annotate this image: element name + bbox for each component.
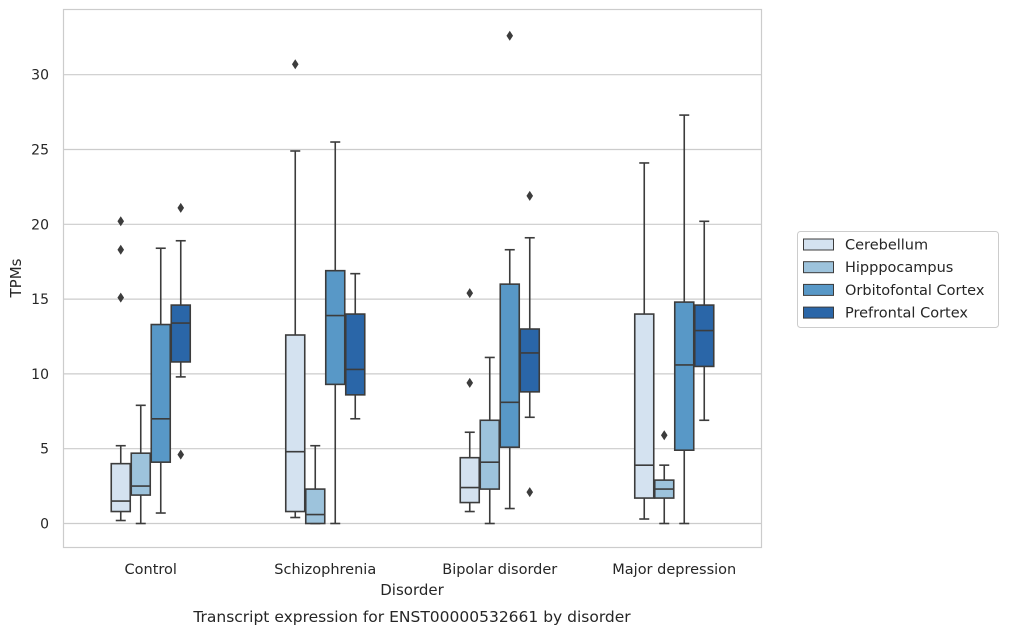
box-group — [170, 202, 192, 460]
box-group — [673, 114, 695, 525]
box-iqr — [633, 313, 655, 499]
y-tick-label: 25 — [31, 143, 49, 159]
box-group — [324, 141, 346, 525]
x-tick-label: Bipolar disorder — [442, 562, 557, 578]
y-tick-label: 15 — [31, 292, 49, 308]
box-group — [130, 404, 152, 525]
outlier-point — [117, 244, 125, 255]
legend-swatch — [803, 306, 834, 319]
outlier-point — [466, 377, 474, 388]
box-iqr — [110, 462, 132, 513]
box-iqr — [673, 301, 695, 451]
box-group — [110, 216, 132, 522]
grid-lines — [63, 74, 762, 525]
legend-label: Orbitofontal Cortex — [845, 283, 985, 299]
legend-label: Prefrontal Cortex — [845, 306, 968, 322]
outlier-point — [526, 487, 534, 498]
y-axis-label: TPMs — [7, 258, 25, 298]
x-tick-label: Major depression — [612, 562, 736, 578]
outlier-point — [177, 449, 185, 460]
outlier-point — [466, 288, 474, 299]
box-iqr — [304, 488, 326, 525]
box-iqr — [459, 456, 481, 504]
chart-caption: Transcript expression for ENST0000053266… — [192, 608, 631, 626]
outlier-point — [660, 430, 668, 441]
outlier-point — [526, 190, 534, 201]
box-iqr — [479, 419, 501, 490]
y-tick-label: 10 — [31, 367, 49, 383]
legend-label: Cerebellum — [845, 238, 928, 254]
plot-area — [110, 30, 715, 525]
box-iqr — [693, 304, 715, 368]
box-iqr — [519, 328, 541, 393]
box-iqr — [284, 334, 306, 513]
legend-swatch — [803, 261, 834, 274]
x-tick-label: Schizophrenia — [274, 562, 376, 578]
x-axis-ticks: Control Schizophrenia Bipolar disorder Majo… — [125, 562, 737, 578]
y-axis-ticks: 0 5 10 15 20 25 30 — [31, 68, 49, 533]
outlier-point — [177, 202, 185, 213]
legend-frame — [797, 231, 999, 328]
box-iqr — [150, 323, 172, 463]
legend-swatch — [803, 238, 834, 251]
outlier-point — [117, 292, 125, 303]
legend-label: Hipppocampus — [845, 260, 953, 276]
outlier-point — [291, 59, 299, 70]
box-group — [519, 190, 541, 498]
box-group — [499, 30, 521, 510]
box-iqr — [170, 304, 192, 363]
y-tick-label: 5 — [40, 442, 49, 458]
box-group — [693, 220, 715, 422]
box-group — [304, 444, 326, 525]
y-tick-label: 20 — [31, 217, 49, 233]
box-group — [344, 272, 366, 420]
box-group — [479, 356, 501, 525]
box-iqr — [499, 283, 521, 449]
box-group — [653, 430, 675, 525]
x-tick-label: Control — [125, 562, 177, 578]
box-group — [284, 59, 306, 519]
plot-frame — [62, 8, 763, 549]
y-tick-label: 30 — [31, 68, 49, 84]
legend: Cerebellum Hipppocampus Orbitofontal Corte… — [797, 231, 999, 328]
box-group — [459, 288, 481, 513]
legend-swatch — [803, 283, 834, 296]
box-group — [150, 247, 172, 514]
y-tick-label: 0 — [40, 517, 49, 533]
outlier-point — [506, 30, 514, 41]
box-group — [633, 162, 655, 520]
box-iqr — [324, 269, 346, 386]
outlier-point — [117, 216, 125, 227]
x-axis-label: Disorder — [380, 581, 444, 599]
box-iqr — [344, 313, 366, 396]
box-iqr — [130, 452, 152, 496]
